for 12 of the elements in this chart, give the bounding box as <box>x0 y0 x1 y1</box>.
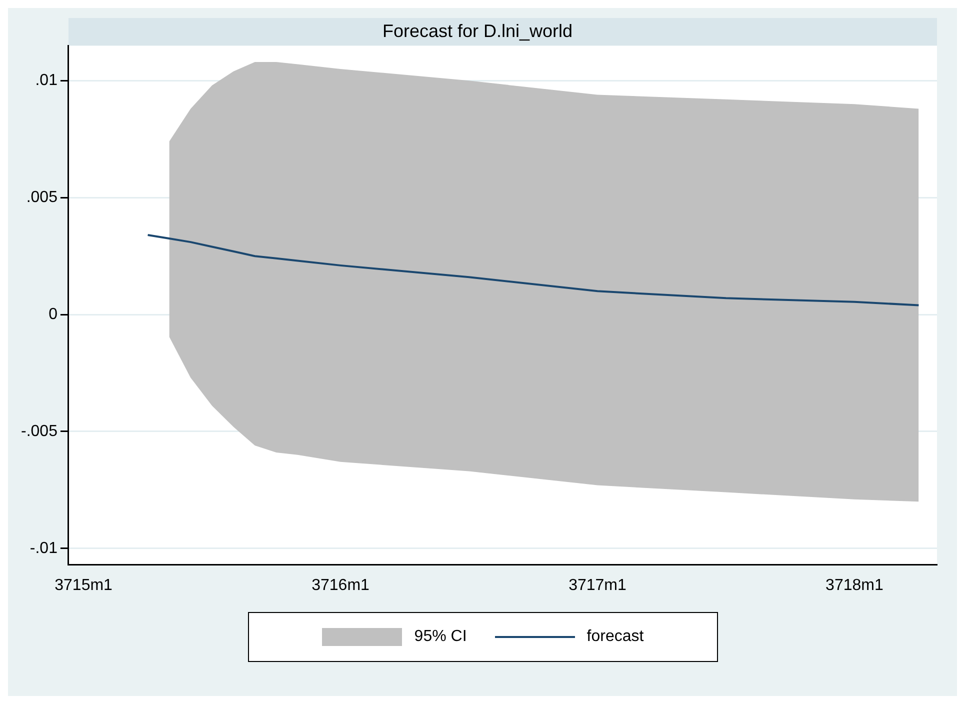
text: 95% CI <box>414 628 467 646</box>
x-tick-label: 3716m1 <box>312 576 370 594</box>
legend-label: forecast <box>586 628 644 646</box>
y-tick-label: -.005 <box>21 422 58 440</box>
x-tick-label: 3717m1 <box>568 576 626 594</box>
y-tick-label: .01 <box>35 72 58 90</box>
y-tick-label: 0 <box>48 306 58 323</box>
chart-title: Forecast for D.lni_world <box>382 20 573 41</box>
y-tick-label: -.01 <box>30 540 58 557</box>
x-tick-label: 3718m1 <box>826 576 884 594</box>
x-tick-label: 3715m1 <box>54 576 113 594</box>
y-tick-label: .005 <box>26 189 58 206</box>
